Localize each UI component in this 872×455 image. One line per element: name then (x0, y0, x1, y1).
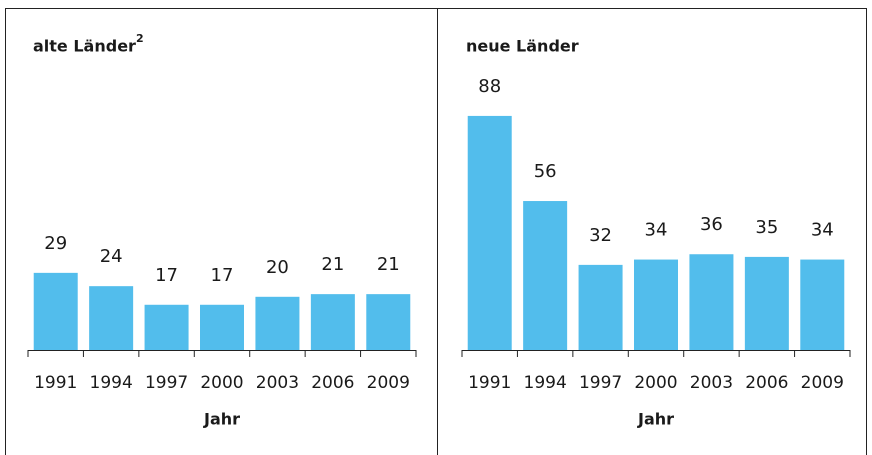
x-tick-label: 1991 (468, 373, 511, 393)
x-tick-label: 1997 (145, 373, 188, 393)
x-tick-label: 1994 (90, 373, 133, 393)
value-label: 32 (589, 225, 612, 246)
value-label: 24 (100, 246, 123, 267)
x-tick-label: 2006 (311, 373, 354, 393)
value-label: 34 (645, 220, 668, 241)
x-tick-label: 2003 (256, 373, 299, 393)
bar (310, 294, 355, 350)
x-tick-label: 2006 (745, 373, 788, 393)
value-label: 36 (700, 214, 723, 235)
x-tick-label: 2000 (634, 373, 677, 393)
x-tick-label: 2003 (690, 373, 733, 393)
bar (467, 115, 512, 350)
bar (255, 296, 300, 350)
chart-title: alte Länder2 (33, 32, 144, 56)
value-label: 29 (44, 233, 67, 254)
x-tick-label: 1991 (34, 373, 77, 393)
x-tick-label: 2009 (801, 373, 844, 393)
bar (144, 304, 189, 350)
x-axis-label: Jahr (637, 410, 674, 429)
chart-title: neue Länder (466, 37, 579, 56)
bar (689, 254, 734, 350)
x-tick-label: 2009 (367, 373, 410, 393)
bar (800, 259, 845, 350)
value-label: 17 (155, 265, 178, 286)
value-label: 20 (266, 257, 289, 278)
frame (5, 8, 867, 455)
value-label: 56 (534, 161, 557, 182)
bar (89, 286, 134, 350)
bar (578, 264, 623, 350)
x-tick-label: 2000 (200, 373, 243, 393)
title-superscript: 2 (136, 32, 144, 45)
x-tick-label: 1994 (524, 373, 567, 393)
value-label: 21 (321, 254, 344, 275)
x-tick-label: 1997 (579, 373, 622, 393)
bar (523, 201, 568, 350)
value-label: 35 (755, 217, 778, 238)
bar (744, 256, 789, 350)
bar (634, 259, 678, 350)
bar (366, 294, 411, 350)
x-axis-label: Jahr (203, 410, 240, 429)
bar (200, 304, 244, 350)
value-label: 21 (377, 254, 400, 275)
bar (33, 272, 78, 350)
value-label: 88 (478, 76, 501, 97)
value-label: 17 (211, 265, 234, 286)
value-label: 34 (811, 220, 834, 241)
